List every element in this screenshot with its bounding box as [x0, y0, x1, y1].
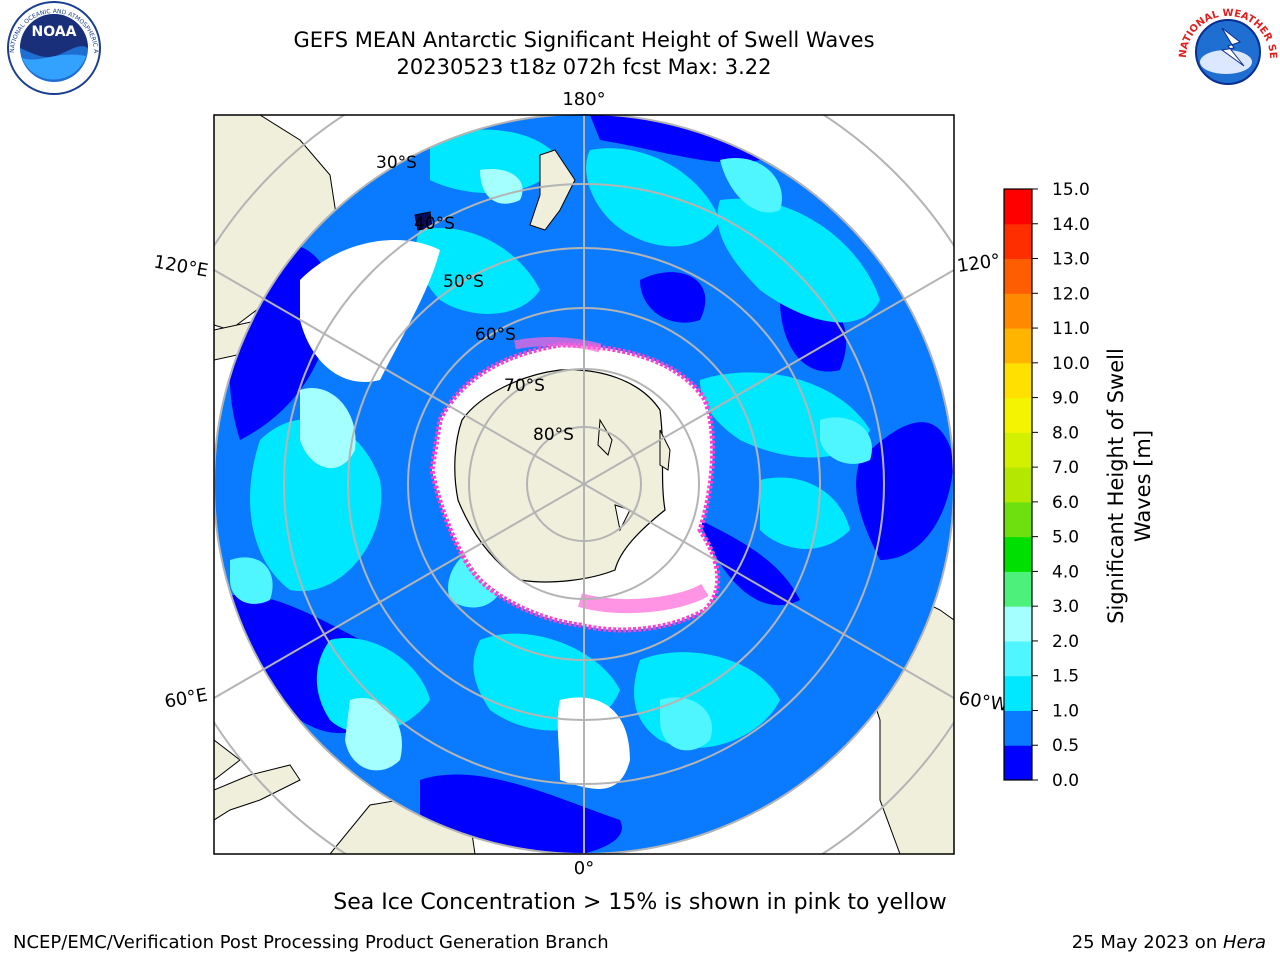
colorbar: 0.0 0.5 1.0 1.5 2.0 3.0 4.0 5.0 6.0 7.0 8.0 9.0 10.0… [1003, 180, 1090, 791]
meridian-label-upper-left: 120°E [152, 251, 210, 281]
latitude-labels: 30°S 40°S 50°S 60°S 70°S 80°S [376, 153, 574, 445]
colorbar-label-line2: Waves [m] [1131, 430, 1155, 542]
colorbar-segment [1004, 397, 1032, 433]
footer-date: 25 May 2023 on Hera [1072, 932, 1266, 953]
footer-machine: Hera [1222, 932, 1266, 953]
land-tasmania [414, 211, 433, 231]
meridian-label-bottom: 0° [574, 858, 594, 879]
svg-text:NATIONAL WEATHER SERVICE: NATIONAL WEATHER SERVICE [0, 0, 1278, 59]
colorbar-tick-label: 5.0 [1052, 528, 1079, 548]
noaa-logo: NOAA NATIONAL OCEANIC AND ATMOSPHERIC AD… [0, 0, 101, 95]
colorbar-tick-label: 3.0 [1052, 597, 1079, 617]
latitude-label: 50°S [443, 272, 484, 292]
footer-credit: NCEP/EMC/Verification Post Processing Pr… [13, 932, 609, 953]
colorbar-segment [1004, 328, 1032, 364]
colorbar-segment [1004, 710, 1032, 746]
colorbar-segment [1004, 501, 1032, 538]
latitude-label: 80°S [533, 425, 574, 445]
latitude-label: 40°S [414, 214, 455, 234]
colorbar-tick-label: 0.5 [1052, 736, 1079, 756]
nws-ring-text: NATIONAL WEATHER SERVICE [0, 0, 1278, 59]
colorbar-segment [1004, 258, 1032, 294]
colorbar-label-line1: Significant Height of Swell [1104, 348, 1128, 624]
colorbar-segment [1004, 640, 1032, 677]
chart-title: GEFS MEAN Antarctic Significant Height o… [293, 28, 875, 52]
colorbar-segment [1004, 293, 1032, 329]
noaa-logo-text: NOAA [32, 24, 77, 40]
colorbar-segment [1004, 189, 1032, 225]
graticule [214, 115, 954, 854]
colorbar-tick-label: 4.0 [1052, 562, 1079, 582]
colorbar-tick-label: 15.0 [1052, 180, 1090, 200]
meridian-label-lower-right: 60°W [957, 688, 1009, 716]
sea-ice-note: Sea Ice Concentration > 15% is shown in … [333, 890, 947, 915]
map-frame [213, 114, 955, 855]
colorbar-tick-label: 1.5 [1052, 667, 1079, 687]
meridian-label-top: 180° [562, 89, 605, 110]
colorbar-segment [1004, 571, 1032, 607]
colorbar-segment [1004, 467, 1032, 503]
land-new-zealand [529, 149, 576, 231]
colorbar-segment [1004, 536, 1032, 572]
colorbar-tick-label: 10.0 [1052, 354, 1090, 374]
colorbar-tick-label: 8.0 [1052, 423, 1079, 443]
nws-logo: NATIONAL WEATHER SERVICE [0, 0, 1278, 96]
colorbar-tick-label: 13.0 [1052, 250, 1090, 270]
latitude-label: 60°S [475, 325, 516, 345]
colorbar-segment [1004, 675, 1032, 711]
colorbar-tick-label: 12.0 [1052, 284, 1090, 304]
land-madagascar [214, 764, 301, 821]
colorbar-tick-label: 7.0 [1052, 458, 1079, 478]
colorbar-segment [1004, 223, 1032, 260]
colorbar-segment [1004, 432, 1032, 468]
colorbar-tick-label: 6.0 [1052, 493, 1079, 513]
colorbar-segment [1004, 745, 1032, 781]
latitude-label: 70°S [504, 376, 545, 396]
colorbar-segment [1004, 362, 1032, 399]
colorbar-segment [1004, 606, 1032, 642]
colorbar-tick-label: 2.0 [1052, 632, 1079, 652]
latitude-label: 30°S [376, 153, 417, 173]
colorbar-tick-label: 11.0 [1052, 319, 1090, 339]
meridian-label-lower-left: 60°E [163, 684, 209, 712]
footer-date-text: 25 May 2023 on [1071, 932, 1223, 953]
colorbar-tick-label: 9.0 [1052, 389, 1079, 409]
colorbar-tick-label: 1.0 [1052, 701, 1079, 721]
chart-subtitle: 20230523 t18z 072h fcst Max: 3.22 [396, 55, 772, 79]
colorbar-tick-label: 14.0 [1052, 215, 1090, 235]
colorbar-tick-label: 0.0 [1052, 771, 1079, 791]
colorbar-frame [1003, 188, 1033, 781]
meridian-label-upper-right: 120° [956, 250, 1002, 277]
